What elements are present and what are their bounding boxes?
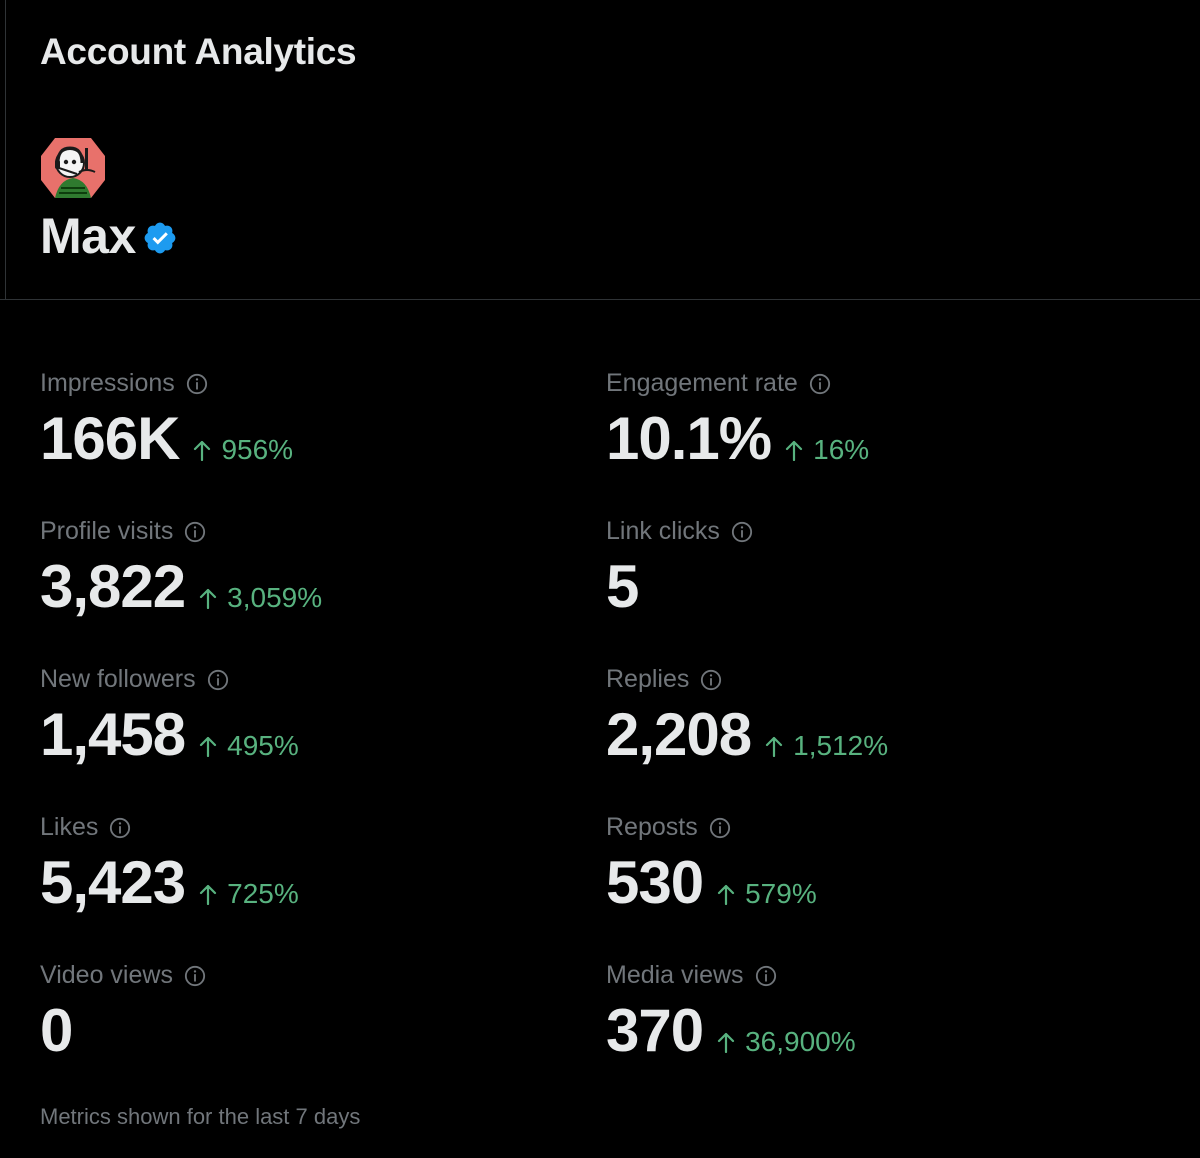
metric-change: 3,059% <box>199 582 322 614</box>
arrow-up-icon <box>786 440 803 461</box>
info-icon[interactable] <box>109 817 131 839</box>
metric-card-video-views: Video views 0 <box>40 957 580 1097</box>
verified-badge-icon <box>144 222 176 254</box>
metric-label: Profile visits <box>40 517 174 545</box>
metric-change: 1,512% <box>765 730 888 762</box>
info-icon[interactable] <box>731 521 753 543</box>
metric-change-value: 579% <box>745 878 817 909</box>
metric-change: 16% <box>785 434 869 466</box>
metric-card-impressions: Impressions 166K 956% <box>40 365 580 505</box>
arrow-up-icon <box>766 736 783 757</box>
arrow-up-icon <box>718 1032 735 1053</box>
account-name-row: Max <box>40 206 178 266</box>
metric-card-engagement-rate: Engagement rate 10.1% 16% <box>606 365 1146 505</box>
metric-change: 956% <box>193 434 293 466</box>
info-icon[interactable] <box>186 373 208 395</box>
metric-change-value: 3,059% <box>227 582 323 613</box>
page-title: Account Analytics <box>40 31 357 72</box>
metric-label-row: Engagement rate <box>606 365 1146 401</box>
metric-change: 725% <box>199 878 299 910</box>
metric-change-value: 16% <box>813 434 870 465</box>
info-icon[interactable] <box>207 669 229 691</box>
metric-label: Engagement rate <box>606 369 798 397</box>
metric-label-row: New followers <box>40 661 580 697</box>
metric-label-row: Media views <box>606 957 1146 993</box>
metric-change-value: 495% <box>227 730 299 761</box>
metric-card-link-clicks: Link clicks 5 <box>606 513 1146 653</box>
arrow-up-icon <box>718 884 735 905</box>
metric-change: 579% <box>717 878 817 910</box>
metric-value-row: 5,423 725% <box>40 847 580 919</box>
metric-value-row: 370 36,900% <box>606 995 1146 1067</box>
metric-value: 2,208 <box>606 701 752 768</box>
metric-label-row: Impressions <box>40 365 580 401</box>
metric-label-row: Video views <box>40 957 580 993</box>
account-name[interactable]: Max <box>40 208 136 264</box>
arrow-up-icon <box>200 884 217 905</box>
metric-value-row: 10.1% 16% <box>606 403 1146 475</box>
metric-card-reposts: Reposts 530 579% <box>606 809 1146 949</box>
metric-value: 0 <box>40 997 73 1064</box>
metric-value: 5 <box>606 553 639 620</box>
metric-label: Replies <box>606 665 690 693</box>
analytics-header: Account Analytics Max <box>0 0 1200 300</box>
metric-label: Reposts <box>606 813 698 841</box>
metric-label: Impressions <box>40 369 175 397</box>
metric-change-value: 1,512% <box>793 730 889 761</box>
metric-card-replies: Replies 2,208 1,512% <box>606 661 1146 801</box>
metric-change: 36,900% <box>717 1026 856 1058</box>
metric-label: New followers <box>40 665 196 693</box>
metric-value: 5,423 <box>40 849 186 916</box>
metric-label-row: Profile visits <box>40 513 580 549</box>
metric-value: 3,822 <box>40 553 186 620</box>
metric-label: Media views <box>606 961 744 989</box>
metric-change: 495% <box>199 730 299 762</box>
metric-card-likes: Likes 5,423 725% <box>40 809 580 949</box>
metric-label: Likes <box>40 813 99 841</box>
metric-value: 166K <box>40 405 180 472</box>
metric-value-row: 0 <box>40 995 580 1067</box>
metric-change-value: 36,900% <box>745 1026 856 1057</box>
metric-change-value: 725% <box>227 878 299 909</box>
info-icon[interactable] <box>709 817 731 839</box>
metric-change-value: 956% <box>221 434 294 465</box>
arrow-up-icon <box>200 588 217 609</box>
info-icon[interactable] <box>755 965 777 987</box>
info-icon[interactable] <box>700 669 722 691</box>
arrow-up-icon <box>200 736 217 757</box>
info-icon[interactable] <box>184 521 206 543</box>
metric-value: 1,458 <box>40 701 186 768</box>
left-divider <box>0 0 6 300</box>
metric-card-new-followers: New followers 1,458 495% <box>40 661 580 801</box>
metric-label: Video views <box>40 961 173 989</box>
metric-card-media-views: Media views 370 36,900% <box>606 957 1146 1097</box>
metric-value: 530 <box>606 849 704 916</box>
info-icon[interactable] <box>184 965 206 987</box>
metric-value: 370 <box>606 997 704 1064</box>
metric-value-row: 5 <box>606 551 1146 623</box>
metric-value-row: 1,458 495% <box>40 699 580 771</box>
metric-label: Link clicks <box>606 517 720 545</box>
metrics-period-note: Metrics shown for the last 7 days <box>40 1104 361 1129</box>
arrow-up-icon <box>194 440 211 461</box>
metric-label-row: Likes <box>40 809 580 845</box>
metric-value-row: 530 579% <box>606 847 1146 919</box>
metric-label-row: Reposts <box>606 809 1146 845</box>
cartoon-avatar-icon[interactable] <box>39 134 107 202</box>
metric-label-row: Link clicks <box>606 513 1146 549</box>
metric-value-row: 2,208 1,512% <box>606 699 1146 771</box>
metric-value-row: 166K 956% <box>40 403 580 475</box>
metric-card-profile-visits: Profile visits 3,822 3,059% <box>40 513 580 653</box>
metric-value-row: 3,822 3,059% <box>40 551 580 623</box>
metric-label-row: Replies <box>606 661 1146 697</box>
info-icon[interactable] <box>809 373 831 395</box>
metric-value: 10.1% <box>606 405 772 472</box>
